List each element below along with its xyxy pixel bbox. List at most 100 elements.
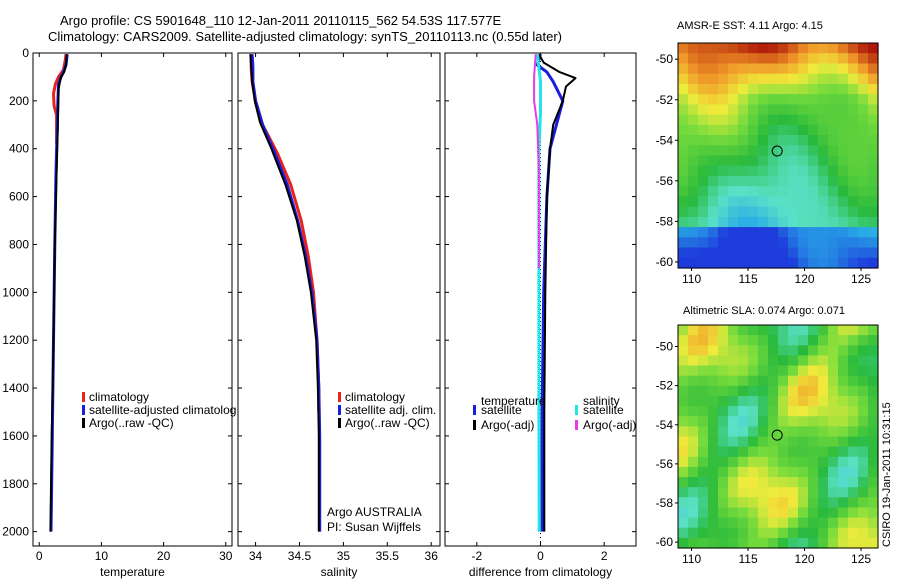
map-sla-cell <box>848 406 859 417</box>
map-sst-cell <box>698 186 709 197</box>
map-sst-cell <box>768 237 779 249</box>
map-sla-cell <box>698 426 709 438</box>
map-sst-cell <box>818 124 829 136</box>
map-sla-cell <box>718 335 729 346</box>
map-sla-cell <box>708 446 719 458</box>
map-sst-cell <box>828 104 839 116</box>
map-sst-cell <box>858 227 869 238</box>
map-sst-cell <box>848 247 859 259</box>
map-sst-cell <box>758 145 769 157</box>
map-sst-cell <box>738 237 749 249</box>
map-sla-cell <box>808 537 819 549</box>
temperature-panel-xtick-label: 30 <box>219 549 233 563</box>
map-sst-cell <box>848 53 859 64</box>
map-sst-cell <box>718 196 729 208</box>
map-sla-cell <box>858 477 869 488</box>
map-sla-cell <box>758 365 769 377</box>
map-sla-cell <box>788 406 799 417</box>
map-sla-cell <box>848 497 859 508</box>
map-sst-cell <box>838 176 849 187</box>
map-sst-cell <box>738 63 749 75</box>
map-sla-cell <box>868 466 879 478</box>
temperature-panel-legend-swatch <box>82 405 85 415</box>
map-sst-cell <box>678 124 689 136</box>
map-sla-cell <box>758 416 769 427</box>
map-sla-cell <box>778 466 789 478</box>
map-sst-cell <box>868 135 879 146</box>
map-sla-cell <box>798 335 809 346</box>
map-sla-cell <box>768 396 779 407</box>
map-sla-cell <box>728 456 739 468</box>
map-sst-cell <box>708 206 719 218</box>
map-sla-cell <box>838 365 849 377</box>
map-sst-cell <box>838 196 849 208</box>
map-sla-cell <box>698 345 709 356</box>
map-sst-cell <box>758 94 769 105</box>
map-sla-cell <box>868 477 879 488</box>
map-sla-cell <box>828 426 839 438</box>
map-sst-cell <box>758 43 769 54</box>
map-sst-cell <box>738 53 749 64</box>
map-sst-cell <box>728 257 739 269</box>
map-sla-cell <box>808 406 819 417</box>
map-sst-cell <box>808 145 819 157</box>
map-sst-cell <box>798 247 809 259</box>
map-sla-cell <box>698 527 709 539</box>
map-sla-cell <box>818 456 829 468</box>
map-sla-xtick-label: 110 <box>682 552 701 566</box>
map-sla-cell <box>708 396 719 407</box>
map-sst-cell <box>768 104 779 116</box>
map-sst-cell <box>838 114 849 126</box>
difference-panel-xtick-label: 0 <box>537 549 544 563</box>
map-sla-ytick-label: -54 <box>656 418 674 432</box>
temperature-panel-legend-swatch <box>82 418 85 428</box>
map-sla-cell <box>798 537 809 549</box>
map-sst-cell <box>708 155 719 167</box>
map-sst-cell <box>818 257 829 269</box>
map-sla-cell <box>828 375 839 387</box>
map-sst-cell <box>738 73 749 85</box>
map-sla-cell <box>678 396 689 407</box>
map-sst-cell <box>678 176 689 187</box>
map-sst-cell <box>778 53 789 64</box>
map-sst-cell <box>808 216 819 228</box>
salinity-panel-legend-swatch <box>338 392 341 402</box>
map-sla-cell <box>738 477 749 488</box>
map-sla-cell <box>728 507 739 519</box>
map-sla-cell <box>678 466 689 478</box>
map-sst-cell <box>728 135 739 146</box>
map-sst-cell <box>778 73 789 85</box>
map-sla-cell <box>678 456 689 468</box>
map-sst-cell <box>688 94 699 105</box>
map-sst-cell <box>828 186 839 197</box>
difference-panel-legend-label: Argo(-adj) <box>583 418 636 432</box>
map-sst-cell <box>698 94 709 105</box>
map-sla-cell <box>678 537 689 549</box>
map-sst-cell <box>768 216 779 228</box>
map-sst-cell <box>828 176 839 187</box>
map-sst-cell <box>868 104 879 116</box>
map-sst-cell <box>858 237 869 249</box>
map-sst-cell <box>788 206 799 218</box>
map-sst-cell <box>808 53 819 64</box>
map-sla-cell <box>738 507 749 519</box>
map-sst-cell <box>708 227 719 238</box>
map-sst-cell <box>778 124 789 136</box>
map-sla-cell <box>808 325 819 336</box>
map-sla-cell <box>728 355 739 367</box>
map-sst-cell <box>808 73 819 85</box>
map-sst-cell <box>818 83 829 95</box>
map-sst-cell <box>818 104 829 116</box>
map-sla-cell <box>828 517 839 529</box>
title-line-1: Argo profile: CS 5901648_110 12-Jan-2011… <box>60 13 502 28</box>
map-sla-cell <box>798 396 809 407</box>
map-sla-cell <box>828 416 839 427</box>
map-sst-cell <box>778 247 789 259</box>
map-sla-cell <box>738 375 749 387</box>
map-sst-cell <box>688 63 699 75</box>
map-sst-cell <box>838 145 849 157</box>
map-sst-cell <box>748 83 759 95</box>
map-sst-cell <box>718 124 729 136</box>
map-sst-cell <box>778 63 789 75</box>
map-sst-cell <box>838 83 849 95</box>
